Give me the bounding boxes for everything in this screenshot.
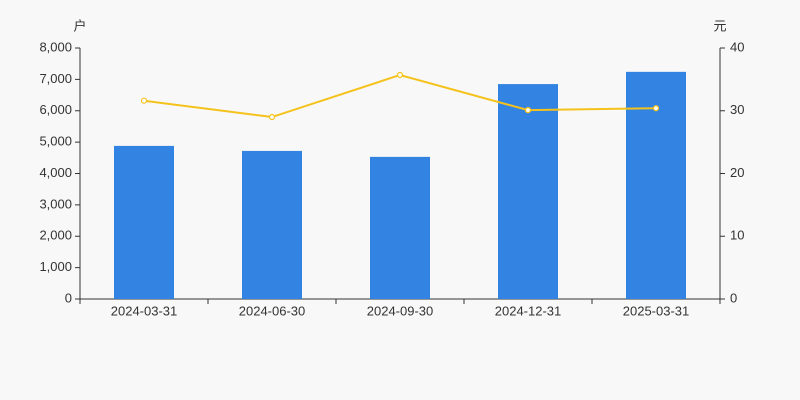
bar: [114, 145, 174, 299]
x-tick-label: 2025-03-31: [623, 303, 690, 318]
y2-tick-label: 0: [730, 290, 737, 305]
y-tick-label: 3,000: [39, 196, 72, 211]
y-tick-label: 1,000: [39, 259, 72, 274]
y-tick-label: 0: [65, 290, 72, 305]
line: [143, 73, 657, 119]
bar: [370, 156, 430, 299]
line-point: [140, 97, 148, 104]
y2-tick-label: 30: [730, 102, 744, 117]
y2-tick-label: 10: [730, 228, 744, 243]
y2-tick-label: 20: [730, 165, 744, 180]
y-tick-label: 6,000: [39, 102, 72, 117]
y2-axis-unit: 元: [713, 18, 726, 33]
line-point: [524, 107, 532, 114]
y-tick-label: 7,000: [39, 71, 72, 86]
y-tick-label: 8,000: [39, 39, 72, 54]
line-point: [268, 113, 276, 121]
x-tick-label: 2024-06-30: [239, 303, 306, 318]
y-axis-unit: 户: [73, 18, 86, 33]
line-point: [652, 105, 660, 112]
y2-tick-label: 40: [730, 39, 744, 54]
bar: [498, 84, 558, 299]
bar: [242, 150, 302, 299]
x-tick-label: 2024-09-30: [367, 303, 434, 318]
x-tick-label: 2024-03-31: [111, 303, 178, 318]
x-tick-label: 2024-12-31: [495, 303, 562, 318]
y-tick-label: 2,000: [39, 228, 72, 243]
y-tick-label: 5,000: [39, 134, 72, 149]
y-tick-label: 4,000: [39, 165, 72, 180]
line-point: [396, 71, 404, 79]
